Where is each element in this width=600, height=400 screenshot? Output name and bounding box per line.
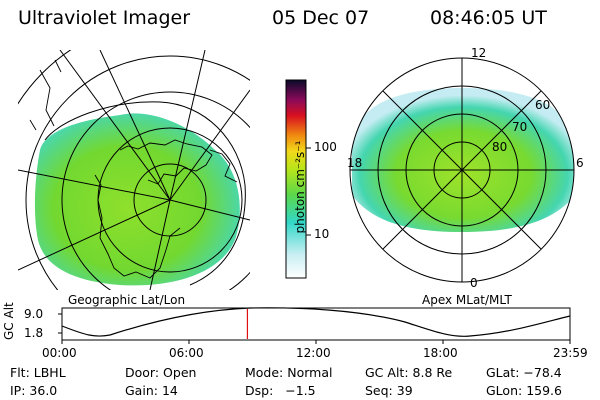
altitude-ylabel: GC Alt <box>2 302 16 340</box>
altitude-ytick-high: 9.0 <box>24 307 44 321</box>
info-glon: GLon: 159.6 <box>486 383 562 398</box>
info-filter: Flt: LBHL <box>10 365 66 380</box>
mlt-label-0: 0 <box>470 276 478 290</box>
altitude-xtick: 18:00 <box>423 346 458 360</box>
info-seq: Seq: 39 <box>365 383 413 398</box>
altitude-curve <box>61 307 571 337</box>
info-gc-alt: GC Alt: 8.8 Re <box>365 365 453 380</box>
colorbar-unit-label: photon cm⁻²s⁻¹ <box>293 140 307 234</box>
info-glat: GLat: −78.4 <box>486 365 562 380</box>
mlat-label-80: 80 <box>492 140 508 154</box>
altitude-xtick: 06:00 <box>169 346 204 360</box>
mlat-label-60: 60 <box>535 98 551 112</box>
mlt-label-6: 6 <box>576 156 584 170</box>
mlt-label-12: 12 <box>471 46 487 60</box>
altitude-xtick: 23:59 <box>553 346 588 360</box>
altitude-ytick-low: 1.8 <box>24 326 44 340</box>
info-mode: Mode: Normal <box>245 365 333 380</box>
left-panel-caption: Geographic Lat/Lon <box>68 293 186 307</box>
date-label: 05 Dec 07 <box>272 7 370 29</box>
colorbar-tick-10: 10 <box>314 227 330 241</box>
info-ip: IP: 36.0 <box>10 383 58 398</box>
colorbar-tick-100: 100 <box>314 140 337 154</box>
mlt-label-18: 18 <box>347 156 363 170</box>
info-gain: Gain: 14 <box>125 383 178 398</box>
left-aurora-region <box>34 113 240 286</box>
info-dsp: Dsp: −1.5 <box>245 383 316 398</box>
instrument-title: Ultraviolet Imager <box>18 7 191 29</box>
left-image-boundary <box>44 101 246 286</box>
right-panel-caption: Apex MLat/MLT <box>422 293 512 307</box>
mlat-label-70: 70 <box>512 120 528 134</box>
info-door: Door: Open <box>125 365 197 380</box>
time-label: 08:46:05 UT <box>430 7 547 29</box>
altitude-xtick: 12:00 <box>296 346 331 360</box>
altitude-xtick: 00:00 <box>42 346 77 360</box>
